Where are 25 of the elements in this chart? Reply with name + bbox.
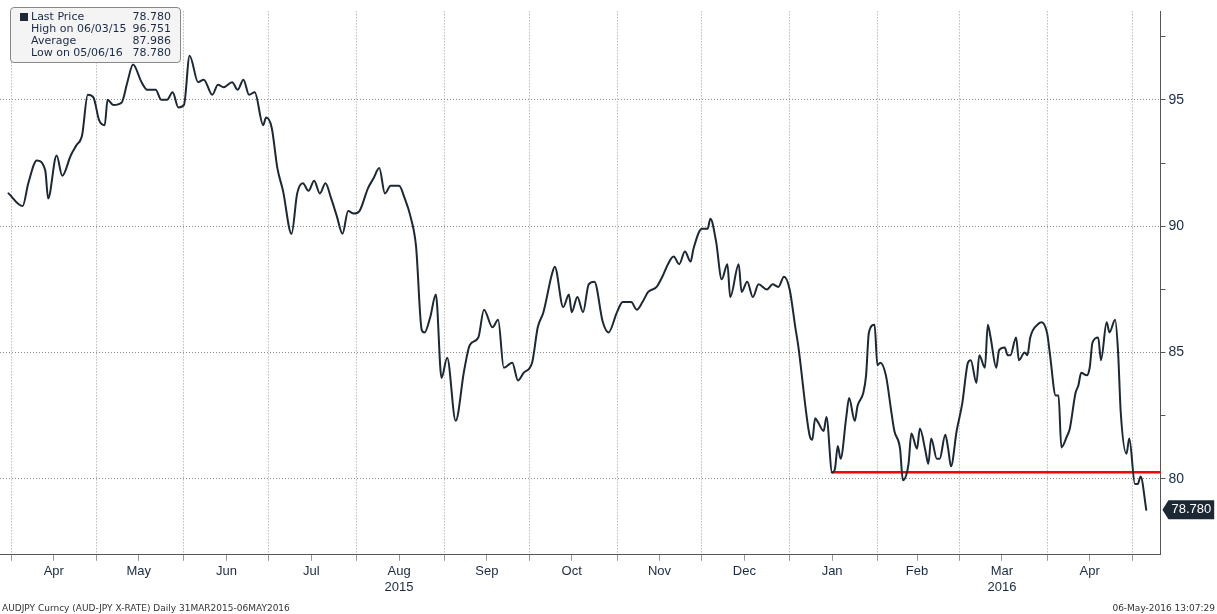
text: 78.780 <box>132 10 171 23</box>
x-tick-label: Oct <box>561 563 583 579</box>
x-tick-label: Dec <box>732 563 757 579</box>
text: 06-May-2016 13:07:29 <box>1112 603 1215 613</box>
y-tick-label: 95 <box>1168 90 1185 107</box>
x-tick-label: Jun <box>215 563 237 579</box>
x-tick-label: Nov <box>647 563 672 579</box>
x-tick-label: Apr <box>1079 563 1101 579</box>
x-tick-label: Sep <box>475 563 499 579</box>
x-tick-label: Jul <box>303 563 320 579</box>
text: AUDJPY Curncy (AUD-JPY X-RATE) Daily 31MAR2015-06MAY2016 <box>2 603 290 613</box>
text: Average 87.986 <box>31 34 171 47</box>
x-tick-label: Aug 2015 <box>384 563 414 594</box>
x-tick-label: May <box>126 563 152 579</box>
y-tick-label: 90 <box>1168 217 1185 234</box>
y-tick-label: 85 <box>1168 343 1185 360</box>
annotation: 78.780 <box>1171 501 1212 517</box>
legend-label: Last Price <box>30 10 86 23</box>
x-tick-label: Jan <box>821 563 843 579</box>
x-tick-label: Feb <box>905 563 929 579</box>
x-tick-label: Mar 2016 <box>987 563 1017 594</box>
annotation: Low on 05/06/16 78.780 <box>30 46 172 59</box>
x-tick-label: Apr <box>43 563 65 579</box>
annotation: High on 06/03/15 96.751 <box>30 22 172 35</box>
y-tick-label: 80 <box>1168 469 1185 486</box>
